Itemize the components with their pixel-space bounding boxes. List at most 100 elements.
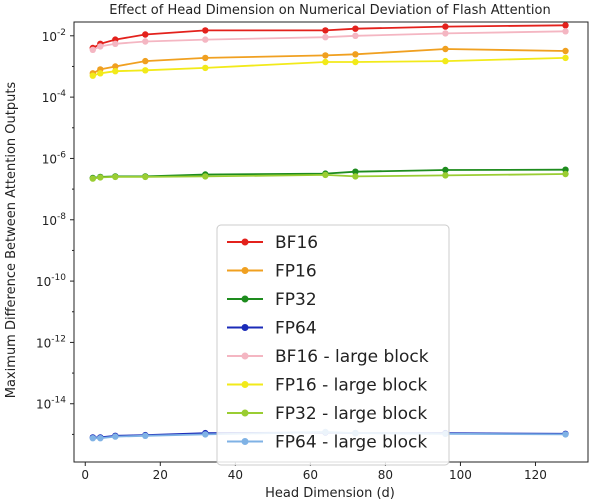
data-point bbox=[89, 435, 97, 442]
x-axis: 0 20 40 60 80 100 120 bbox=[81, 462, 547, 482]
legend-entry: FP16 - large block bbox=[227, 376, 427, 396]
data-point bbox=[562, 170, 569, 178]
data-point bbox=[142, 432, 149, 439]
data-point bbox=[442, 23, 449, 30]
x-tick-label: 40 bbox=[228, 468, 243, 482]
legend-box bbox=[216, 224, 450, 466]
y-axis-label: Maximum Difference Between Attention Out… bbox=[4, 82, 19, 399]
data-point bbox=[202, 36, 209, 43]
data-point bbox=[202, 27, 209, 34]
x-axis-label: Head Dimension (d) bbox=[265, 486, 395, 500]
x-tick-label: 100 bbox=[449, 468, 472, 482]
data-point bbox=[442, 57, 449, 65]
y-tick-label: 10-8 bbox=[42, 212, 67, 228]
data-point bbox=[142, 67, 149, 74]
data-point bbox=[112, 63, 119, 70]
y-tick-label: 10-4 bbox=[42, 89, 67, 105]
series-layer bbox=[89, 22, 569, 442]
legend-label: FP64 bbox=[275, 319, 317, 339]
data-point bbox=[202, 54, 209, 62]
legend-label: FP32 bbox=[275, 290, 317, 310]
data-point bbox=[97, 70, 104, 77]
data-point bbox=[352, 32, 359, 39]
legend-swatch-marker bbox=[241, 238, 249, 246]
data-point bbox=[352, 173, 359, 180]
series-bf16-large-block bbox=[89, 28, 569, 53]
legend-label: BF16 - large block bbox=[275, 347, 429, 367]
data-point bbox=[142, 57, 149, 65]
data-point bbox=[112, 68, 119, 75]
data-point bbox=[352, 51, 359, 58]
chart-title: Effect of Head Dimension on Numerical De… bbox=[109, 3, 551, 18]
data-point bbox=[322, 52, 329, 59]
x-tick-label: 60 bbox=[303, 468, 318, 482]
data-point bbox=[322, 58, 329, 66]
legend-swatch-marker bbox=[241, 409, 249, 417]
data-point bbox=[112, 433, 119, 440]
data-point bbox=[89, 46, 97, 53]
data-point bbox=[442, 172, 449, 179]
legend: BF16 FP16 FP32 FP64 BF16 - large block FP16 -… bbox=[216, 224, 450, 466]
data-point bbox=[322, 27, 329, 34]
data-point bbox=[352, 168, 359, 175]
data-point bbox=[562, 47, 569, 55]
x-tick-label: 80 bbox=[378, 468, 393, 482]
data-point bbox=[97, 174, 104, 181]
data-point bbox=[142, 31, 149, 38]
legend-entry: FP64 bbox=[227, 319, 317, 339]
legend-entry: FP32 bbox=[227, 290, 317, 310]
data-point bbox=[352, 25, 359, 32]
y-tick-label: 10-2 bbox=[42, 28, 66, 44]
legend-label: FP16 bbox=[275, 262, 317, 282]
legend-swatch-marker bbox=[241, 295, 249, 303]
legend-entry: BF16 - large block bbox=[227, 347, 429, 367]
data-point bbox=[89, 72, 97, 79]
data-point bbox=[112, 40, 119, 47]
data-point bbox=[442, 45, 449, 53]
series-fp16-large-block bbox=[89, 54, 569, 79]
legend-swatch-marker bbox=[241, 324, 249, 331]
legend-label: FP64 - large block bbox=[275, 433, 427, 453]
legend-swatch-marker bbox=[241, 267, 249, 274]
data-point bbox=[202, 64, 209, 72]
legend-entry: FP32 - large block bbox=[227, 404, 427, 424]
data-point bbox=[202, 173, 209, 180]
data-point bbox=[442, 166, 449, 174]
data-point bbox=[562, 22, 569, 29]
series-fp32-large-block bbox=[89, 170, 569, 182]
data-point bbox=[142, 173, 149, 181]
legend-swatch-marker bbox=[241, 381, 249, 388]
legend-entry: FP16 bbox=[227, 262, 317, 282]
y-tick-label: 10-10 bbox=[36, 273, 66, 289]
legend-swatch-marker bbox=[241, 438, 249, 445]
data-point bbox=[97, 43, 104, 50]
legend-entry: FP64 - large block bbox=[227, 433, 427, 453]
data-point bbox=[142, 38, 149, 45]
data-point bbox=[202, 431, 209, 438]
data-point bbox=[97, 435, 104, 442]
x-tick-label: 120 bbox=[524, 468, 547, 482]
data-point bbox=[112, 173, 119, 181]
x-tick-label: 0 bbox=[81, 468, 89, 482]
data-point bbox=[562, 28, 569, 35]
data-point bbox=[89, 175, 97, 182]
legend-label: FP32 - large block bbox=[275, 404, 427, 424]
data-point bbox=[562, 431, 569, 438]
data-point bbox=[352, 58, 359, 66]
series-bf16 bbox=[89, 22, 569, 52]
legend-label: FP16 - large block bbox=[275, 376, 427, 396]
y-tick-label: 10-14 bbox=[36, 396, 66, 412]
y-tick-label: 10-12 bbox=[36, 334, 66, 350]
x-tick-label: 20 bbox=[153, 468, 168, 482]
data-point bbox=[562, 54, 569, 62]
legend-entry: BF16 bbox=[227, 233, 318, 253]
plot-area: 0 20 40 60 80 100 120 10-210-410-610-810-1010-… bbox=[36, 21, 589, 482]
legend-label: BF16 bbox=[275, 233, 318, 253]
data-point bbox=[322, 171, 329, 179]
data-point bbox=[442, 30, 449, 37]
legend-swatch-marker bbox=[241, 352, 249, 360]
y-tick-label: 10-6 bbox=[42, 150, 67, 166]
y-axis: 10-2 10-4 10-6 10-8 10-10 10-12 10-14 bbox=[36, 28, 74, 435]
data-point bbox=[322, 34, 329, 41]
